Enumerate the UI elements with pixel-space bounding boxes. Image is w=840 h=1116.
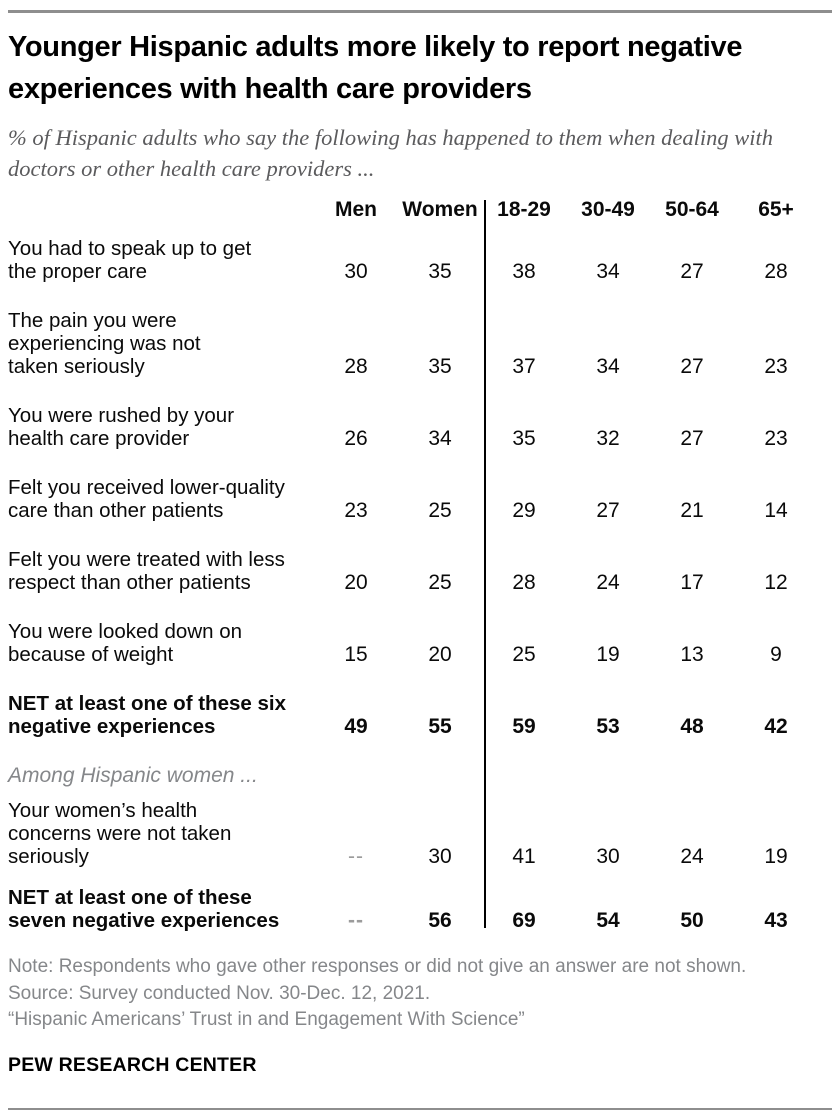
column-header-65plus: 65+ <box>758 198 794 221</box>
row-label: Felt you were treated with less respect … <box>8 548 285 594</box>
table-cell: 13 <box>680 643 704 666</box>
table-cell: 35 <box>512 427 536 450</box>
table-cell: 27 <box>680 260 704 283</box>
data-table: Men Women 18-29 30-49 50-64 65+ You had … <box>8 198 820 932</box>
column-header-men: Men <box>335 198 377 221</box>
table-row: The pain you were experiencing was not t… <box>8 309 820 378</box>
table-cell: 38 <box>512 260 536 283</box>
column-header-30-49: 30-49 <box>581 198 635 221</box>
table-cell: 21 <box>680 499 704 522</box>
table-cell: 30 <box>428 845 452 868</box>
table-cell: 34 <box>596 260 620 283</box>
table-cell: 28 <box>764 260 788 283</box>
column-header-18-29: 18-29 <box>497 198 551 221</box>
table-cell: 28 <box>344 355 368 378</box>
table-cell: -- <box>348 845 364 868</box>
table-cell: 19 <box>596 643 620 666</box>
table-cell: 59 <box>512 715 536 738</box>
table-cell: 55 <box>428 715 452 738</box>
table-cell: 34 <box>428 427 452 450</box>
table-cell: 37 <box>512 355 536 378</box>
table-cell: 15 <box>344 643 368 666</box>
table-cell: 20 <box>428 643 452 666</box>
table-cell: 41 <box>512 845 536 868</box>
row-label: Felt you received lower-quality care tha… <box>8 476 285 522</box>
table-cell: 12 <box>764 571 788 594</box>
table-row-net-seven: NET at least one of these seven negative… <box>8 886 820 932</box>
pew-research-center-wordmark: PEW RESEARCH CENTER <box>8 1053 257 1076</box>
table-row: Your women’s health concerns were not ta… <box>8 799 820 868</box>
footnotes: Note: Respondents who gave other respons… <box>8 954 832 1034</box>
table-cell: 23 <box>344 499 368 522</box>
table-cell: 24 <box>596 571 620 594</box>
row-label: You were looked down on because of weigh… <box>8 620 243 666</box>
table-cell: 54 <box>596 909 620 932</box>
table-cell: 20 <box>344 571 368 594</box>
table-row-net-six: NET at least one of these six negative e… <box>8 692 820 738</box>
table-cell: 53 <box>596 715 620 738</box>
table-cell: 29 <box>512 499 536 522</box>
table-cell: 23 <box>764 355 788 378</box>
table-cell: 49 <box>344 715 368 738</box>
row-label: NET at least one of these seven negative… <box>8 886 280 932</box>
column-header-women: Women <box>402 198 478 221</box>
source-line: Source: Survey conducted Nov. 30-Dec. 12… <box>8 982 431 1004</box>
column-header-50-64: 50-64 <box>665 198 719 221</box>
note-line: Note: Respondents who gave other respons… <box>8 956 747 977</box>
table-cell: 48 <box>680 715 704 738</box>
section-header-among-hispanic-women: Among Hispanic women ... <box>8 764 258 787</box>
table-row: You had to speak up to get the proper ca… <box>8 237 820 283</box>
table-cell: 17 <box>680 571 704 594</box>
table-cell: 50 <box>680 909 704 932</box>
row-label: The pain you were experiencing was not t… <box>8 309 201 378</box>
page-title: Younger Hispanic adults more likely to r… <box>8 31 743 105</box>
table-cell: 19 <box>764 845 788 868</box>
table-header-row: Men Women 18-29 30-49 50-64 65+ <box>8 198 820 221</box>
table-cell: 24 <box>680 845 704 868</box>
table-cell: 25 <box>512 643 536 666</box>
table-cell: 26 <box>344 427 368 450</box>
table-cell: 23 <box>764 427 788 450</box>
table-cell: 32 <box>596 427 620 450</box>
table-cell: 42 <box>764 715 788 738</box>
table-cell: 30 <box>344 260 368 283</box>
table-cell: 43 <box>764 909 788 932</box>
table-row: Felt you received lower-quality care tha… <box>8 476 820 522</box>
table-cell: 25 <box>428 499 452 522</box>
table-cell: 27 <box>680 427 704 450</box>
table-row: You were rushed by your health care prov… <box>8 404 820 450</box>
row-label: You were rushed by your health care prov… <box>8 404 235 450</box>
table-row: You were looked down on because of weigh… <box>8 620 820 666</box>
report-title-line: “Hispanic Americans’ Trust in and Engage… <box>8 1009 525 1030</box>
table-cell: 69 <box>512 909 536 932</box>
table-cell: 25 <box>428 571 452 594</box>
row-label: Your women’s health concerns were not ta… <box>8 799 232 868</box>
table-cell: 9 <box>770 643 782 666</box>
top-rule <box>8 10 832 13</box>
table-cell: 34 <box>596 355 620 378</box>
table-cell: 35 <box>428 355 452 378</box>
table-cell: 14 <box>764 499 788 522</box>
table-cell: 35 <box>428 260 452 283</box>
row-label: You had to speak up to get the proper ca… <box>8 237 252 283</box>
gender-age-divider-line <box>484 200 486 928</box>
table-cell: 28 <box>512 571 536 594</box>
table-cell: 27 <box>680 355 704 378</box>
table-cell: 56 <box>428 909 452 932</box>
bottom-rule <box>8 1107 832 1110</box>
row-label: NET at least one of these six negative e… <box>8 692 286 738</box>
table-row: Felt you were treated with less respect … <box>8 548 820 594</box>
table-cell: 27 <box>596 499 620 522</box>
page-subtitle: % of Hispanic adults who say the followi… <box>8 125 773 181</box>
table-cell: 30 <box>596 845 620 868</box>
table-cell: -- <box>348 909 364 932</box>
